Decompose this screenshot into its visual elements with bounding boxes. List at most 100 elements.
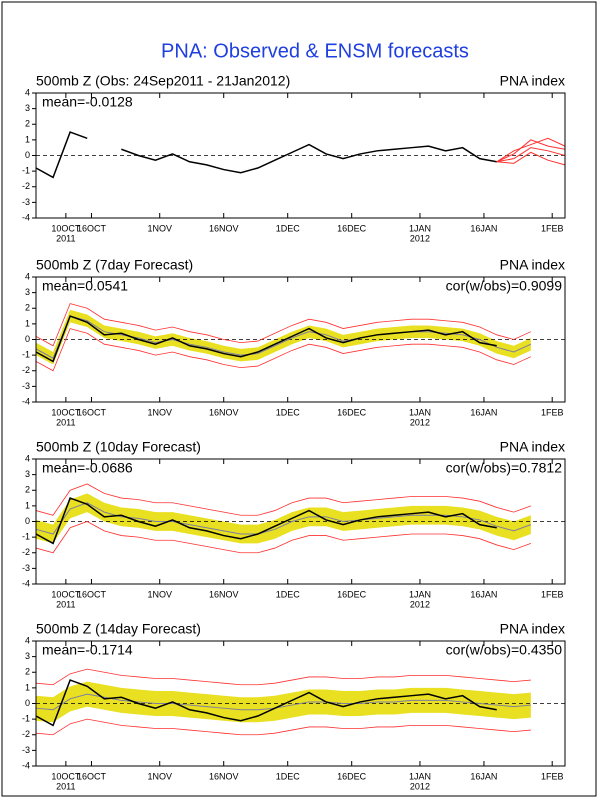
y-tick-label: -3: [22, 381, 30, 391]
x-tick-label: 10OCT: [51, 589, 81, 599]
panel-right-title: PNA index: [500, 621, 565, 637]
y-tick-label: 0: [25, 150, 30, 160]
y-tick-label: -2: [22, 181, 30, 191]
y-tick-label: 3: [25, 287, 30, 297]
y-tick-label: -4: [22, 396, 30, 406]
annotation: cor(w/obs)=0.4350: [446, 642, 563, 658]
series-line: [35, 497, 497, 545]
x-tick-label: 1FEB: [541, 407, 564, 417]
y-tick-label: -2: [22, 729, 30, 739]
y-tick-label: 4: [25, 453, 30, 463]
spread-band: [36, 681, 531, 723]
y-tick-label: 1: [25, 682, 30, 692]
y-tick-label: -3: [22, 563, 30, 573]
y-tick-label: 1: [25, 318, 30, 328]
x-tick-label: 16OCT: [77, 771, 107, 781]
y-tick-label: 3: [25, 651, 30, 661]
series-line: [496, 147, 566, 163]
x-year-label: 2012: [410, 233, 430, 243]
y-tick-label: 3: [25, 103, 30, 113]
x-tick-label: 10OCT: [51, 771, 81, 781]
x-year-label: 2012: [410, 417, 430, 427]
x-tick-label: 16JAN: [470, 589, 497, 599]
y-tick-label: -1: [22, 532, 30, 542]
x-tick-label: 1DEC: [276, 223, 301, 233]
annotation: mean=0.0541: [42, 278, 128, 294]
x-tick-label: 1FEB: [541, 223, 564, 233]
x-tick-label: 16NOV: [209, 223, 239, 233]
series-line: [35, 483, 532, 516]
x-year-label: 2012: [410, 781, 430, 791]
y-tick-label: 1: [25, 134, 30, 144]
y-tick-label: -3: [22, 745, 30, 755]
series-line: [35, 328, 532, 372]
series-line: [35, 315, 497, 363]
y-tick-label: 4: [25, 87, 30, 97]
y-tick-label: 2: [25, 667, 30, 677]
x-tick-label: 1JAN: [409, 771, 431, 781]
annotation: mean=-0.1714: [42, 642, 133, 658]
x-tick-label: 1NOV: [147, 407, 172, 417]
series-line: [35, 668, 531, 686]
x-tick-label: 16OCT: [77, 223, 107, 233]
x-tick-label: 1NOV: [147, 771, 172, 781]
annotation: mean=-0.0686: [42, 460, 133, 476]
x-tick-label: 16NOV: [209, 589, 239, 599]
x-tick-label: 10OCT: [51, 407, 81, 417]
y-tick-label: 2: [25, 119, 30, 129]
panel-right-title: PNA index: [500, 73, 565, 89]
spread-band: [36, 309, 531, 365]
x-year-label: 2011: [56, 233, 75, 243]
x-tick-label: 16DEC: [337, 589, 367, 599]
x-tick-label: 1JAN: [409, 589, 431, 599]
y-tick-label: -1: [22, 714, 30, 724]
x-tick-label: 16JAN: [470, 223, 497, 233]
x-tick-label: 1DEC: [276, 407, 301, 417]
series-line: [35, 693, 531, 711]
panel-title: 500mb Z (14day Forecast): [36, 621, 201, 637]
y-tick-label: -3: [22, 197, 30, 207]
x-tick-label: 1DEC: [276, 771, 301, 781]
y-tick-label: -4: [22, 578, 30, 588]
y-tick-label: 4: [25, 271, 30, 281]
panel-title: 500mb Z (10day Forecast): [36, 439, 201, 455]
panel-right-title: PNA index: [500, 439, 565, 455]
panel-right-title: PNA index: [500, 257, 565, 273]
x-year-label: 2012: [410, 599, 430, 609]
y-tick-label: 0: [25, 516, 30, 526]
panel-title: 500mb Z (Obs: 24Sep2011 - 21Jan2012): [36, 73, 290, 89]
series-line: [35, 679, 497, 727]
y-tick-label: 0: [25, 334, 30, 344]
x-tick-label: 16NOV: [209, 771, 239, 781]
annotation: cor(w/obs)=0.7812: [446, 460, 563, 476]
x-tick-label: 16JAN: [470, 771, 497, 781]
y-tick-label: 0: [25, 698, 30, 708]
x-tick-label: 16OCT: [77, 589, 107, 599]
y-tick-label: -4: [22, 212, 30, 222]
x-tick-label: 16DEC: [337, 223, 367, 233]
x-tick-label: 1JAN: [409, 407, 431, 417]
series-line: [496, 139, 566, 163]
y-tick-label: -4: [22, 760, 30, 770]
y-tick-label: 1: [25, 500, 30, 510]
y-tick-label: -2: [22, 365, 30, 375]
x-tick-label: 1NOV: [147, 223, 172, 233]
x-tick-label: 1DEC: [276, 589, 301, 599]
series-line: [496, 151, 566, 166]
annotation: mean=-0.0128: [42, 94, 133, 110]
x-year-label: 2011: [56, 599, 75, 609]
x-tick-label: 16OCT: [77, 407, 107, 417]
y-tick-label: 2: [25, 485, 30, 495]
page-title: PNA: Observed & ENSM forecasts: [161, 40, 469, 62]
x-tick-label: 1FEB: [541, 771, 564, 781]
x-tick-label: 1NOV: [147, 589, 172, 599]
x-tick-label: 16DEC: [337, 407, 367, 417]
y-tick-label: 3: [25, 469, 30, 479]
y-tick-label: 4: [25, 635, 30, 645]
series-line: [35, 521, 532, 554]
spread-band: [36, 493, 531, 544]
y-tick-label: -1: [22, 166, 30, 176]
x-tick-label: 16JAN: [470, 407, 497, 417]
series-line: [35, 315, 532, 359]
